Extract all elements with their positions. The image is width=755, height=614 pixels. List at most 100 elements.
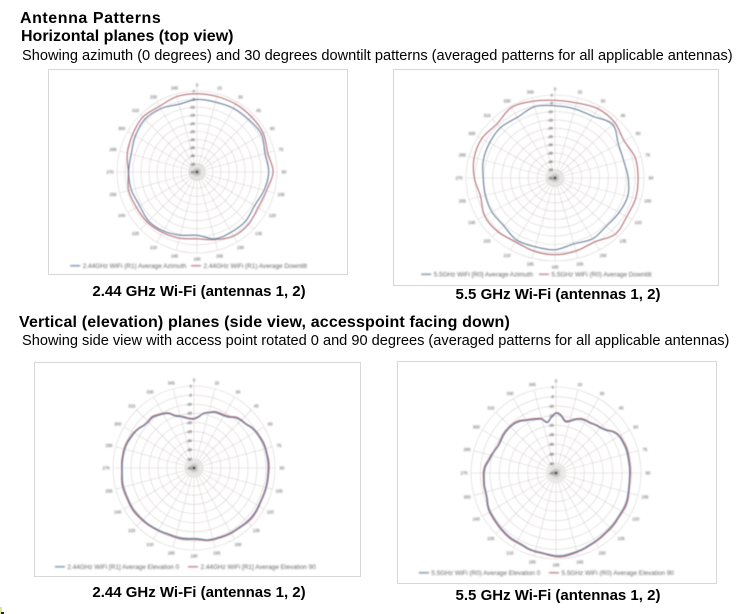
svg-text:330: 330 bbox=[504, 99, 512, 104]
svg-text:180: 180 bbox=[194, 257, 202, 262]
svg-text:345: 345 bbox=[171, 86, 179, 91]
svg-text:-15: -15 bbox=[187, 412, 192, 416]
svg-text:2.44GHz WiFi [R1] Average Elev: 2.44GHz WiFi [R1] Average Elevation 0 bbox=[67, 564, 179, 571]
svg-text:-5: -5 bbox=[550, 102, 553, 106]
svg-text:-15: -15 bbox=[548, 118, 553, 122]
svg-text:5.5GHz WiFi [R0] Average Azimu: 5.5GHz WiFi [R0] Average Azimuth bbox=[434, 272, 534, 279]
svg-text:285: 285 bbox=[110, 147, 118, 152]
svg-text:-25: -25 bbox=[190, 130, 195, 134]
svg-text:-10: -10 bbox=[187, 403, 192, 407]
svg-text:0: 0 bbox=[193, 89, 195, 93]
svg-text:-20: -20 bbox=[549, 424, 554, 428]
svg-text:-5: -5 bbox=[551, 395, 554, 399]
svg-text:315: 315 bbox=[484, 113, 492, 118]
svg-text:0: 0 bbox=[190, 384, 192, 388]
svg-text:240: 240 bbox=[114, 510, 122, 515]
svg-text:195: 195 bbox=[527, 262, 535, 267]
svg-text:165: 165 bbox=[216, 254, 224, 259]
svg-text:165: 165 bbox=[576, 262, 584, 267]
svg-text:15: 15 bbox=[214, 381, 219, 386]
svg-text:255: 255 bbox=[464, 495, 472, 500]
svg-text:-10: -10 bbox=[548, 110, 553, 114]
svg-text:180: 180 bbox=[553, 563, 561, 568]
svg-text:285: 285 bbox=[459, 153, 467, 158]
svg-text:135: 135 bbox=[619, 239, 627, 244]
svg-text:-15: -15 bbox=[190, 114, 195, 118]
svg-text:105: 105 bbox=[278, 192, 286, 197]
svg-text:315: 315 bbox=[487, 406, 495, 411]
svg-text:120: 120 bbox=[269, 213, 277, 218]
svg-text:75: 75 bbox=[279, 147, 284, 152]
svg-text:-30: -30 bbox=[190, 138, 195, 142]
svg-text:330: 330 bbox=[507, 391, 515, 396]
svg-text:0: 0 bbox=[196, 83, 199, 88]
svg-text:2.44GHz WiFi (R1) Average Azim: 2.44GHz WiFi (R1) Average Azimuth bbox=[83, 263, 187, 270]
svg-text:-30: -30 bbox=[187, 439, 192, 443]
svg-text:15: 15 bbox=[577, 90, 582, 95]
svg-text:75: 75 bbox=[645, 153, 650, 158]
svg-text:5.5GHz WiFi (R0) Average Downt: 5.5GHz WiFi (R0) Average Downtilt bbox=[552, 272, 652, 279]
svg-text:-40: -40 bbox=[190, 154, 195, 158]
svg-text:-20: -20 bbox=[190, 122, 195, 126]
svg-text:300: 300 bbox=[473, 425, 481, 430]
svg-text:30: 30 bbox=[600, 391, 605, 396]
svg-text:-25: -25 bbox=[548, 135, 553, 139]
svg-text:-30: -30 bbox=[548, 143, 553, 147]
svg-text:60: 60 bbox=[268, 422, 273, 427]
svg-text:105: 105 bbox=[276, 489, 284, 494]
svg-text:270: 270 bbox=[103, 466, 111, 471]
svg-text:-20: -20 bbox=[548, 127, 553, 131]
svg-text:90: 90 bbox=[646, 471, 651, 476]
svg-text:45: 45 bbox=[621, 113, 626, 118]
svg-text:-30: -30 bbox=[549, 443, 554, 447]
svg-text:-35: -35 bbox=[190, 146, 195, 150]
svg-text:195: 195 bbox=[171, 254, 179, 259]
svg-text:255: 255 bbox=[106, 489, 114, 494]
svg-text:-35: -35 bbox=[549, 452, 554, 456]
svg-text:225: 225 bbox=[128, 528, 136, 533]
svg-text:150: 150 bbox=[599, 550, 607, 555]
svg-text:30: 30 bbox=[236, 390, 241, 395]
svg-text:90: 90 bbox=[649, 176, 654, 181]
svg-text:240: 240 bbox=[473, 517, 481, 522]
svg-text:240: 240 bbox=[468, 220, 476, 225]
svg-text:240: 240 bbox=[118, 213, 126, 218]
svg-text:345: 345 bbox=[527, 90, 535, 95]
svg-text:-35: -35 bbox=[548, 152, 553, 156]
svg-text:0: 0 bbox=[555, 379, 558, 384]
svg-text:-5: -5 bbox=[189, 394, 192, 398]
svg-text:180: 180 bbox=[191, 554, 199, 559]
svg-text:120: 120 bbox=[635, 220, 643, 225]
svg-text:255: 255 bbox=[459, 199, 467, 204]
svg-text:45: 45 bbox=[254, 404, 259, 409]
svg-text:165: 165 bbox=[213, 551, 221, 556]
svg-text:-10: -10 bbox=[190, 106, 195, 110]
svg-text:210: 210 bbox=[504, 253, 512, 258]
svg-text:15: 15 bbox=[577, 382, 582, 387]
svg-text:180: 180 bbox=[552, 265, 560, 270]
svg-text:90: 90 bbox=[282, 170, 287, 175]
svg-text:105: 105 bbox=[641, 495, 649, 500]
svg-text:270: 270 bbox=[456, 176, 464, 181]
svg-text:195: 195 bbox=[168, 551, 176, 556]
svg-text:2.44GHz WiFi (R1) Average Down: 2.44GHz WiFi (R1) Average Downtilt bbox=[204, 263, 308, 270]
svg-text:-25: -25 bbox=[549, 433, 554, 437]
svg-text:315: 315 bbox=[128, 404, 136, 409]
svg-text:270: 270 bbox=[461, 471, 469, 476]
svg-text:-40: -40 bbox=[549, 462, 554, 466]
svg-text:-25: -25 bbox=[187, 430, 192, 434]
svg-text:-40: -40 bbox=[187, 457, 192, 461]
svg-text:225: 225 bbox=[132, 231, 140, 236]
svg-text:105: 105 bbox=[644, 199, 652, 204]
svg-text:60: 60 bbox=[270, 126, 275, 131]
svg-text:45: 45 bbox=[619, 406, 624, 411]
svg-text:135: 135 bbox=[255, 231, 263, 236]
svg-text:135: 135 bbox=[618, 536, 626, 541]
svg-text:225: 225 bbox=[484, 239, 492, 244]
svg-text:150: 150 bbox=[237, 245, 245, 250]
svg-text:120: 120 bbox=[632, 517, 640, 522]
svg-text:-45: -45 bbox=[190, 162, 195, 166]
svg-text:330: 330 bbox=[150, 94, 158, 99]
svg-text:300: 300 bbox=[118, 126, 126, 131]
svg-text:0: 0 bbox=[554, 87, 557, 92]
